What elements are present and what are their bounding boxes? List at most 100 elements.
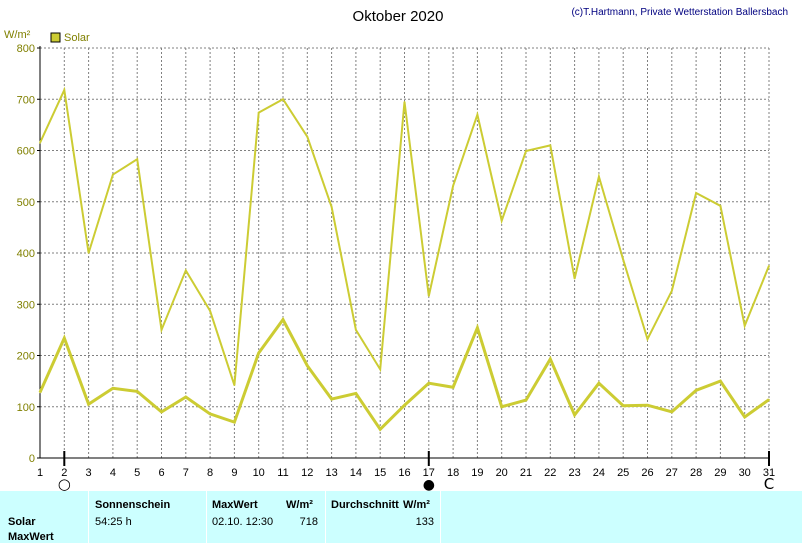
- full-moon-icon: C: [764, 475, 774, 491]
- data-point: [525, 399, 527, 401]
- header-avg-unit: W/m²: [403, 499, 430, 511]
- max-value: 718: [299, 516, 318, 528]
- data-point: [452, 185, 454, 187]
- data-point: [646, 338, 649, 340]
- data-point: [671, 411, 673, 413]
- data-point: [573, 414, 576, 416]
- y-tick-label: 600: [17, 146, 35, 158]
- y-tick-label: 400: [17, 248, 35, 260]
- data-point: [428, 295, 430, 297]
- data-point: [403, 404, 406, 407]
- data-point: [63, 89, 66, 91]
- data-point: [39, 142, 41, 144]
- data-point: [452, 386, 454, 389]
- x-tick-label: 8: [207, 467, 213, 479]
- data-point: [355, 329, 357, 331]
- data-point: [476, 113, 479, 116]
- data-point: [403, 101, 406, 103]
- chart-title: Oktober 2020: [353, 8, 444, 25]
- data-point: [622, 258, 624, 261]
- data-point: [743, 416, 746, 418]
- x-tick-label: 11: [277, 467, 288, 479]
- chart-credit: (c)T.Hartmann, Private Wetterstation Bal…: [571, 7, 788, 18]
- x-tick-label: 17: [423, 467, 435, 479]
- x-tick-label: 13: [325, 467, 337, 479]
- data-point: [39, 391, 41, 394]
- y-tick-label: 0: [29, 453, 35, 465]
- avg-value: 133: [415, 516, 434, 528]
- x-tick-label: 24: [593, 467, 605, 479]
- x-tick-label: 15: [374, 467, 386, 479]
- legend-label: Solar: [64, 32, 90, 44]
- solar-chart: Oktober 2020 (c)T.Hartmann, Private Wett…: [4, 7, 788, 491]
- sunshine-value: 54:25 h: [95, 516, 132, 528]
- y-tick-label: 200: [17, 351, 35, 363]
- data-point: [160, 411, 163, 413]
- data-point: [160, 329, 163, 331]
- data-point: [598, 382, 600, 384]
- data-point: [719, 205, 722, 207]
- x-tick-label: 18: [447, 467, 459, 479]
- x-tick-label: 6: [158, 467, 164, 479]
- data-point: [233, 421, 236, 423]
- data-point: [379, 368, 382, 371]
- header-max: MaxWert: [212, 499, 258, 511]
- data-point: [573, 277, 576, 280]
- x-tick-label: 10: [253, 467, 265, 479]
- data-point: [500, 405, 503, 408]
- data-point: [136, 158, 138, 161]
- header-avg: Durchschnitt: [331, 499, 399, 511]
- y-tick-label: 100: [17, 402, 35, 414]
- x-tick-label: 28: [690, 467, 702, 479]
- data-point: [209, 310, 211, 312]
- row-label-solar: Solar: [8, 516, 36, 528]
- x-tick-label: 19: [471, 467, 483, 479]
- legend-swatch: [50, 32, 61, 43]
- data-point: [622, 404, 624, 407]
- x-tick-label: 2: [61, 467, 67, 479]
- data-point: [695, 389, 697, 392]
- data-point: [355, 392, 357, 395]
- data-point: [549, 144, 552, 147]
- data-point: [282, 98, 284, 101]
- stats-panel: Solar MaxWert Sonnenschein 54:25 h MaxWe…: [0, 491, 802, 543]
- data-point: [87, 252, 90, 254]
- data-point: [768, 265, 770, 267]
- data-point: [695, 192, 697, 194]
- y-tick-label: 800: [17, 43, 35, 55]
- y-tick-label: 700: [17, 94, 35, 106]
- data-point: [112, 387, 114, 390]
- x-tick-label: 20: [496, 467, 508, 479]
- x-tick-label: 16: [398, 467, 410, 479]
- data-point: [525, 150, 527, 152]
- x-tick-label: 26: [641, 467, 653, 479]
- data-point: [646, 404, 649, 407]
- data-point: [87, 403, 90, 405]
- x-tick-label: 25: [617, 467, 629, 479]
- data-point: [185, 269, 187, 272]
- data-point: [112, 173, 114, 176]
- data-point: [379, 428, 382, 431]
- x-tick-label: 14: [350, 467, 362, 479]
- data-point: [136, 390, 138, 393]
- data-point: [330, 206, 333, 208]
- data-point: [306, 135, 309, 138]
- y-tick-label: 500: [17, 197, 35, 209]
- row-label-maxwert: MaxWert: [8, 531, 54, 543]
- data-point: [549, 358, 552, 360]
- data-point: [768, 398, 770, 401]
- x-tick-label: 27: [666, 467, 678, 479]
- x-tick-label: 1: [37, 467, 43, 479]
- data-point: [743, 324, 746, 327]
- series: [38, 86, 770, 432]
- data-point: [257, 111, 260, 114]
- x-tick-label: 4: [110, 467, 116, 479]
- x-tick-label: 22: [544, 467, 556, 479]
- data-point: [500, 219, 503, 222]
- x-tick-label: 29: [714, 467, 726, 479]
- y-tick-label: 300: [17, 299, 35, 311]
- data-point: [185, 396, 187, 398]
- full-moon-icon: ○: [58, 475, 71, 491]
- x-tick-label: 12: [301, 467, 313, 479]
- x-tick-label: 30: [739, 467, 751, 479]
